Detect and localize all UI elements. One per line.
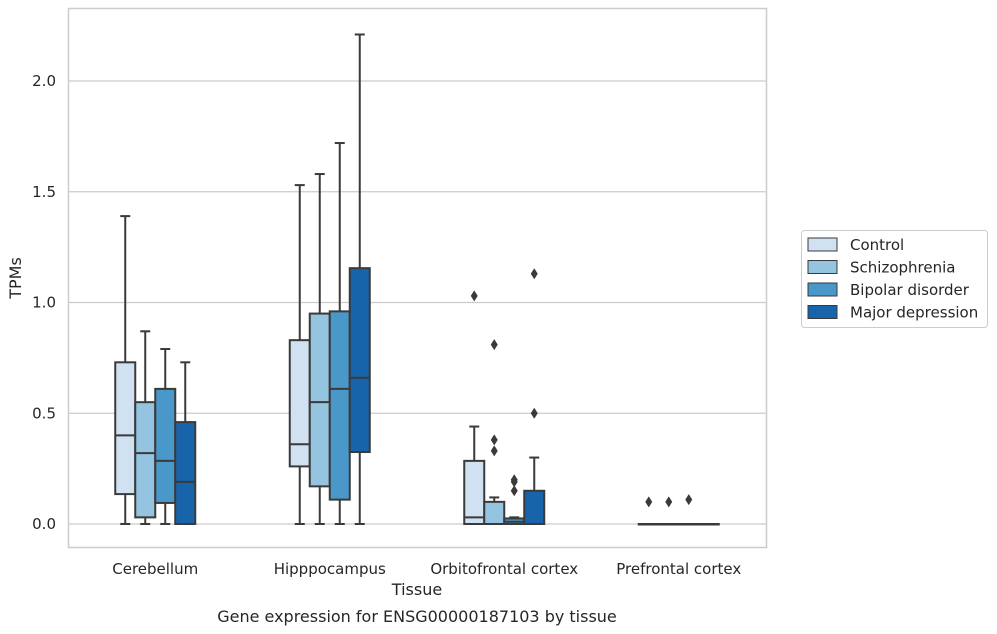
box-schizophrenia — [308, 173, 331, 525]
outlier-point — [530, 268, 538, 280]
outlier-point — [470, 290, 478, 302]
outlier-point — [510, 476, 518, 488]
box-schizophrenia — [483, 339, 506, 526]
x-tick-label: Hipppocampus — [274, 560, 386, 578]
outlier-point — [645, 496, 653, 508]
plot-frame — [67, 7, 768, 549]
box-control — [288, 184, 311, 525]
box-body — [463, 459, 486, 525]
legend-label: Schizophrenia — [850, 259, 955, 277]
outlier-point — [490, 339, 498, 351]
outlier-point — [665, 496, 673, 508]
y-tick-label: 2.0 — [32, 72, 56, 90]
legend-frame — [801, 230, 988, 328]
x-tick-label: Prefrontal cortex — [616, 560, 741, 578]
box-control — [463, 290, 486, 525]
box-body — [308, 312, 331, 488]
outlier-point — [510, 485, 518, 497]
box-bipolar-disorder — [677, 494, 700, 526]
outlier-point — [490, 445, 498, 457]
y-axis-label: TPMs — [6, 257, 25, 300]
box-bipolar-disorder — [154, 348, 177, 525]
outlier-point — [490, 434, 498, 446]
box-schizophrenia — [657, 496, 680, 526]
outlier-point — [685, 494, 693, 506]
y-tick-label: 1.0 — [32, 294, 56, 312]
box-body — [483, 500, 506, 526]
box-body — [288, 339, 311, 468]
box-bipolar-disorder — [328, 142, 351, 525]
box-body — [348, 267, 371, 454]
box-plots — [114, 33, 720, 526]
legend-swatch — [807, 237, 838, 252]
legend-label: Bipolar disorder — [850, 281, 970, 299]
box-body — [523, 489, 546, 525]
box-major-depression — [174, 361, 197, 525]
y-tick-labels: 0.0 0.5 1.0 1.5 2.0 — [32, 72, 56, 533]
legend-label: Major depression — [850, 304, 978, 322]
box-body — [154, 387, 177, 504]
box-schizophrenia — [134, 330, 157, 525]
legend-swatch — [807, 305, 838, 319]
y-tick-label: 0.5 — [32, 404, 56, 422]
box-major-depression — [348, 33, 371, 525]
y-tick-label: 1.5 — [32, 183, 56, 201]
box-major-depression — [523, 268, 546, 525]
box-control — [637, 496, 660, 526]
outlier-point — [530, 407, 538, 419]
x-tick-label: Orbitofrontal cortex — [430, 560, 578, 578]
legend: Control Schizophrenia Bipolar disorder Majo… — [801, 230, 988, 328]
legend-swatch — [807, 260, 838, 274]
legend-swatch — [807, 282, 838, 297]
box-body — [174, 421, 197, 525]
box-major-depression — [697, 523, 720, 526]
x-axis-label: Tissue — [391, 580, 442, 599]
box-bipolar-disorder — [503, 474, 526, 526]
chart-caption: Gene expression for ENSG00000187103 by t… — [217, 607, 617, 626]
box-control — [114, 215, 137, 525]
box-body — [134, 401, 157, 519]
legend-label: Control — [850, 236, 904, 254]
x-tick-labels: Cerebellum Hipppocampus Orbitofrontal cort… — [112, 560, 741, 578]
x-tick-label: Cerebellum — [112, 560, 198, 578]
box-body — [114, 361, 137, 496]
y-tick-label: 0.0 — [32, 515, 56, 533]
box-body — [328, 310, 351, 501]
